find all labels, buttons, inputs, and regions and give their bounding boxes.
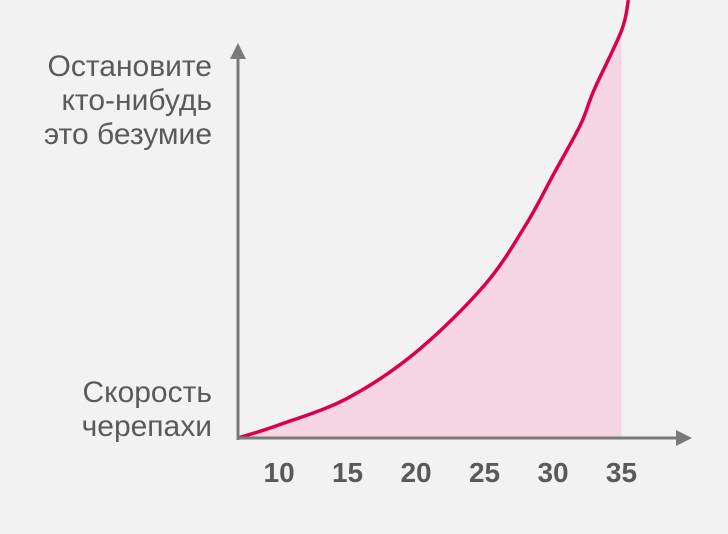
x-tick-label: 35 [606, 457, 637, 488]
x-tick-label: 20 [400, 457, 431, 488]
y-axis-arrow [230, 43, 246, 59]
y-tick-label: Скорость черепахи [81, 375, 212, 443]
x-tick-label: 25 [469, 457, 500, 488]
x-tick-label: 10 [264, 457, 295, 488]
y-tick-label: Остановите кто-нибудь это безумие [43, 49, 212, 151]
x-tick-label: 15 [332, 457, 363, 488]
x-axis-arrow [676, 430, 692, 446]
x-tick-label: 30 [537, 457, 568, 488]
line [237, 0, 631, 440]
area [238, 30, 622, 438]
